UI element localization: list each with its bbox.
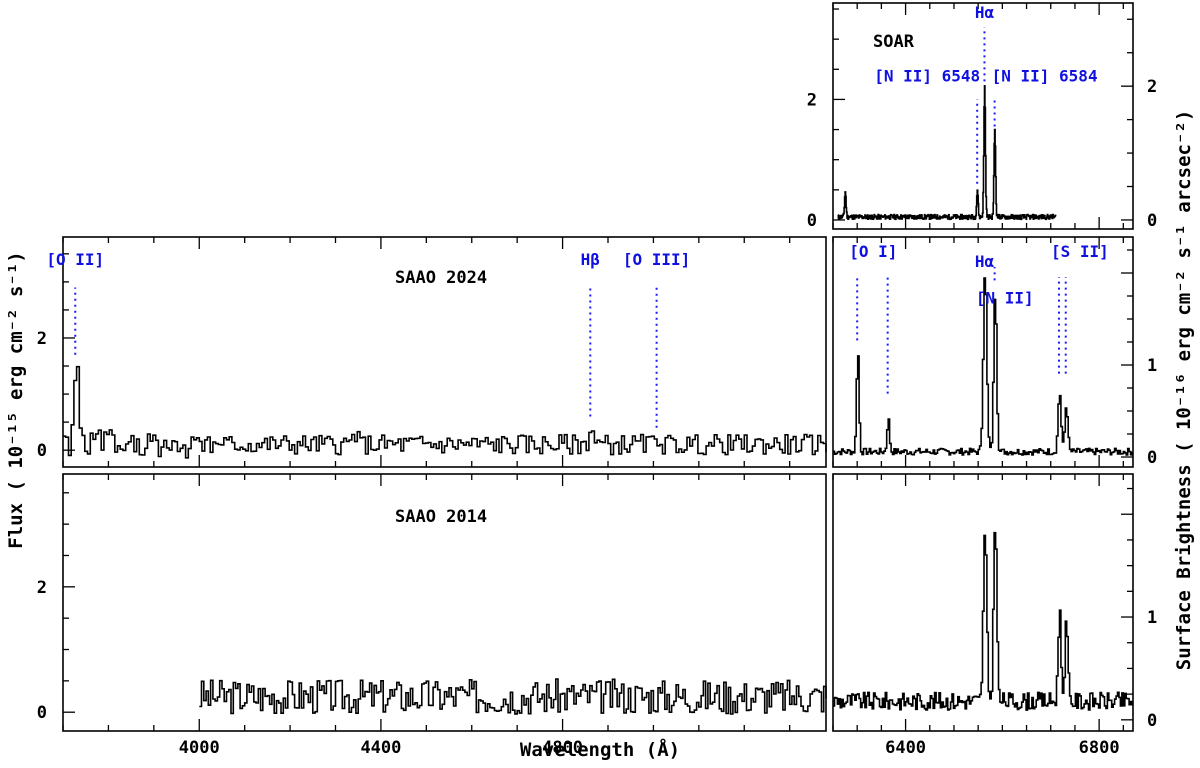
panel-title: SAAO 2024 [395,268,487,288]
panel-saao2014-blue: 4000 4400 4800 0 2 SAAO 2014 [37,473,827,758]
line-label: Hβ [581,250,600,269]
x-tick-label: 6400 [885,738,926,758]
panel-frame [62,236,827,468]
panel-title: SOAR [873,32,915,52]
line-label: [O III] [623,250,690,269]
y-tick-label-right: 1 [1147,608,1157,628]
x-tick-label: 4400 [360,738,401,758]
panel-frame [832,236,1134,468]
line-label: [S II] [1051,242,1109,261]
y-tick-label-left: 2 [807,90,817,110]
x-tick-label: 4000 [179,738,220,758]
y-axis-title-right: Surface Brightness ( 10⁻¹⁶ erg cm⁻² s⁻¹ … [1173,110,1195,671]
line-label: [O I] [849,242,897,261]
y-tick-label-left: 0 [807,211,817,231]
y-tick-label-left: 2 [37,578,47,598]
spectrum-series [833,531,1133,711]
line-label: [O II] [46,250,104,269]
line-label: Hα [975,3,995,22]
panel-frame [832,473,1134,732]
line-label: [N II] 6548 [874,66,980,85]
panel-frame [62,473,827,732]
y-tick-label-left: 2 [37,329,47,349]
y-tick-label-right: 0 [1147,711,1157,731]
y-axis-title-left: Flux ( 10⁻¹⁵ erg cm⁻² s⁻¹) [5,251,27,548]
spectrum-series [837,85,1057,221]
y-tick-label-right: 1 [1147,356,1157,376]
line-label: [N II] 6584 [992,66,1098,85]
x-axis-title: Wavelength (Å) [520,737,680,761]
panel-saao2014-red: 6400 6800 0 1 [832,473,1157,758]
y-tick-label-left: 0 [37,441,47,461]
panel-title: SAAO 2014 [395,507,487,527]
line-label: [N II] [976,289,1034,308]
x-tick-label: 6800 [1079,738,1120,758]
spectrum-series [833,277,1133,456]
panel-saao2024-red: 0 1 [O I] Hα [N II] [S II] [832,236,1157,468]
panel-frame [832,2,1134,230]
spectrum-series [63,365,827,459]
panel-soar: 0 2 0 2 Hα [N II] 6548 [N II] 6584 SOAR [807,2,1157,231]
line-label: Hα [975,252,995,271]
panels-layer: 0 2 0 2 Hα [N II] 6548 [N II] 6584 SOAR 0 2 [O II]… [37,2,1157,758]
y-tick-label-right: 2 [1147,77,1157,97]
panel-saao2024-blue: 0 2 [O II] Hβ [O III] SAAO 2024 [37,236,827,468]
y-tick-label-left: 0 [37,703,47,723]
y-tick-label-right: 0 [1147,448,1157,468]
x-tick-label: 4800 [542,738,583,758]
y-tick-label-right: 0 [1147,211,1157,231]
spectrum-series [199,678,827,715]
